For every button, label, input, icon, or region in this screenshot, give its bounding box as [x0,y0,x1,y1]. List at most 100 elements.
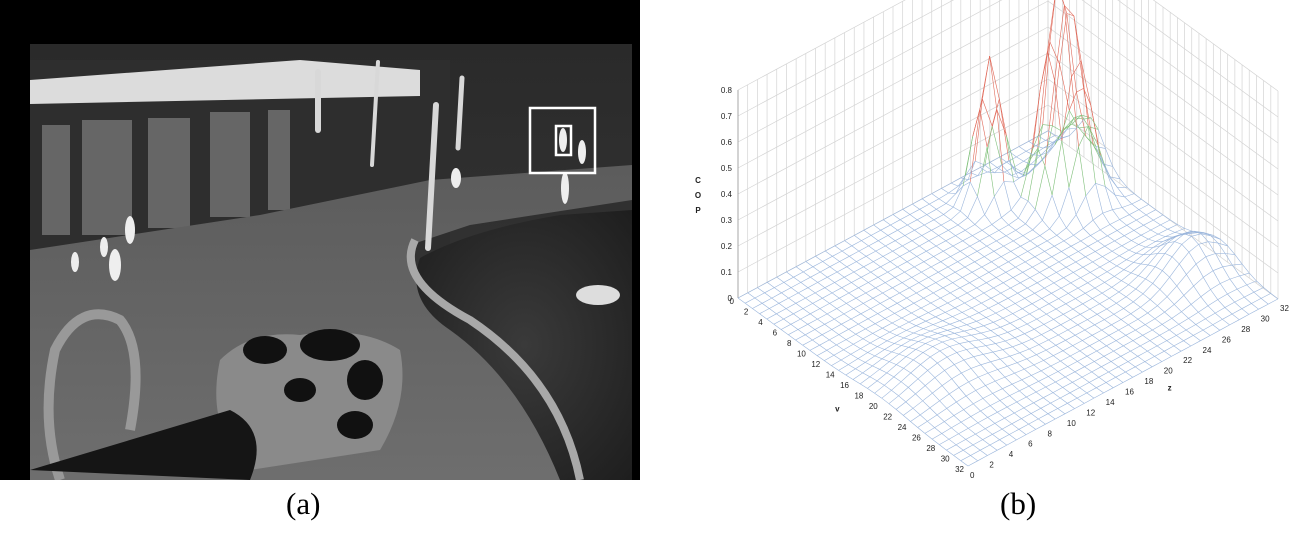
surface-mesh-line [815,330,822,335]
surface-mesh-line [920,408,930,415]
surface-mesh-line [986,318,993,323]
surface-mesh-line [907,225,914,230]
surface-mesh-line [867,388,874,393]
surface-mesh-line [823,262,830,267]
surface-mesh-line [995,423,1002,429]
surface-mesh-line [1058,367,1068,372]
surface-mesh-line [1165,304,1175,312]
surface-mesh-line [1107,231,1117,236]
surface-mesh-line [894,338,904,344]
surface-mesh-line [1196,257,1206,264]
surface-mesh-line [1182,236,1192,244]
surface-mesh-line [849,293,856,298]
surface-mesh-line [1254,288,1264,293]
surface-mesh-line [872,359,882,366]
surface-mesh-line [998,332,1008,335]
surface-mesh-line [882,352,892,359]
cop-tick-label: 0.8 [721,86,733,95]
surface-mesh-line [817,319,824,324]
surface-mesh-line [949,434,959,439]
surface-mesh-line [1128,356,1138,361]
surface-mesh-line [931,328,941,332]
surface-mesh-line [985,423,995,428]
surface-mesh-line [1104,314,1114,319]
surface-mesh-line [1069,147,1079,188]
surface-mesh-line [1115,195,1122,208]
surface-mesh-line [1066,335,1076,340]
surface-mesh-line [1073,309,1080,314]
surface-mesh-line [846,303,853,308]
surface-mesh-line [858,359,865,363]
surface-mesh-line [1096,146,1106,148]
surface-mesh-line [1141,199,1148,204]
surface-mesh-line [1132,204,1139,210]
surface-mesh-line [762,298,772,303]
surface-mesh-line [996,236,1006,241]
surface-mesh-line [1131,235,1141,240]
surface-mesh-line [1126,335,1133,340]
surface-mesh-line [892,318,902,323]
surface-mesh-line [1146,210,1156,215]
surface-mesh-line [911,422,918,428]
surface-mesh-line [1054,319,1061,324]
surface-mesh-line [1096,388,1103,393]
surface-mesh-line [1047,0,1057,51]
surface-mesh-line [837,309,844,314]
surface-mesh-line [1004,182,1011,210]
surface-mesh-line [1075,403,1085,408]
surface-mesh-line [1052,64,1059,126]
surface-mesh-line [1006,267,1016,272]
surface-mesh-line [946,194,956,204]
surface-mesh-line [882,323,892,328]
surface-mesh-line [933,288,943,293]
surface-mesh-line [1172,312,1182,319]
surface-mesh-line [798,293,805,298]
surface-mesh-line [1168,229,1175,232]
surface-mesh-line [963,236,973,241]
surface-mesh-line [921,308,928,313]
surface-mesh-line [1008,298,1015,303]
surface-mesh-line [929,199,939,204]
surface-mesh-line [924,220,934,225]
surface-mesh-line [928,313,935,317]
surface-mesh-line [825,246,835,251]
surface-mesh-line [1002,389,1009,396]
surface-mesh-line [1061,288,1068,293]
surface-mesh-line [1106,341,1116,346]
surface-mesh-line [1109,292,1119,298]
surface-mesh-line [745,298,755,303]
surface-mesh-line [892,323,899,327]
surface-mesh-line [961,373,968,382]
surface-mesh-line [1006,236,1013,241]
surface-mesh-line [1218,294,1228,300]
surface-mesh-line [1104,388,1114,393]
surface-mesh-line [939,439,949,444]
surface-mesh-line [883,256,890,261]
surface-mesh-line [887,309,894,314]
surface-mesh-line [1098,129,1105,148]
surface-mesh-line [944,416,954,422]
surface-mesh-line [994,197,1001,218]
surface-mesh-line [999,99,1006,136]
surface-mesh-line [853,344,860,348]
surface-mesh-line [889,404,896,410]
surface-mesh-line [1080,351,1087,356]
surface-mesh-line [971,450,981,455]
surface-mesh-line [832,330,839,335]
surface-mesh-line [912,241,919,246]
surface-mesh-line [989,267,999,272]
surface-mesh-line [1045,251,1052,256]
surface-mesh-line [1066,262,1076,267]
surface-mesh-line [1080,346,1090,351]
surface-mesh-line [1264,288,1271,294]
surface-mesh-line [934,257,941,262]
surface-mesh-line [927,415,937,421]
surface-mesh-line [841,360,848,365]
surface-mesh-line [978,417,988,422]
surface-mesh-line [1003,347,1013,350]
surface-mesh-line [1138,356,1145,361]
surface-mesh-line [1106,383,1113,388]
surface-mesh-line [900,215,910,220]
surface-mesh-line [926,317,936,321]
surface-mesh-line [1140,341,1150,346]
